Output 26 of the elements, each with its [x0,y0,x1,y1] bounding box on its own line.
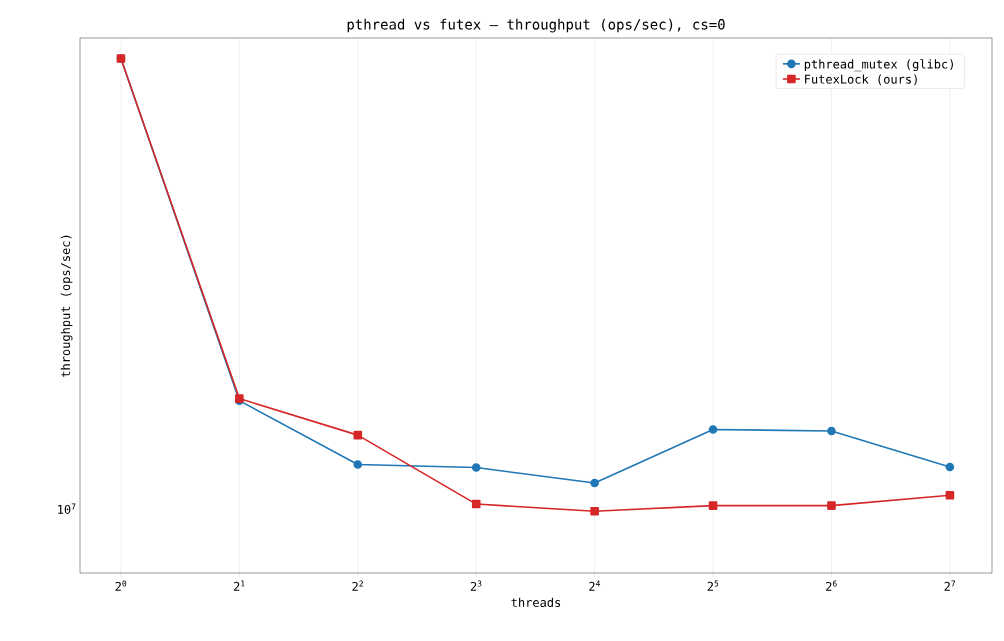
point [353,430,363,440]
chart-title: pthread vs futex — throughput (ops/sec), cs=0 [347,18,725,33]
point [353,460,363,469]
x-tick-label: 2$^{4}$ [589,580,601,591]
x-tick-label: 2$^{7}$ [944,580,956,591]
x-axis-title: threads [511,597,561,607]
point [590,478,599,488]
legend-label: pthread_mutex (glibc) [804,59,953,72]
y-axis-title: throughput (ops/sec) [60,235,73,377]
x-tick-label: 2$^{0}$ [115,580,127,591]
x-tick-label: 2$^{6}$ [826,580,837,591]
point [471,499,481,509]
x-tick-label: 2$^{3}$ [470,580,482,591]
text: 10$^{7}$ [58,503,76,514]
legend-label: FutexLock (ours) [805,74,917,86]
point [945,491,955,500]
point [827,501,836,510]
x-tick-label: 2$^{5}$ [707,580,719,591]
point [708,501,718,510]
x-tick-label: 2$^{1}$ [233,580,245,591]
point [708,425,718,434]
point [945,462,955,472]
point [827,426,836,436]
x-tick-label: 2$^{2}$ [352,580,363,591]
point [590,506,599,516]
point [471,463,481,472]
